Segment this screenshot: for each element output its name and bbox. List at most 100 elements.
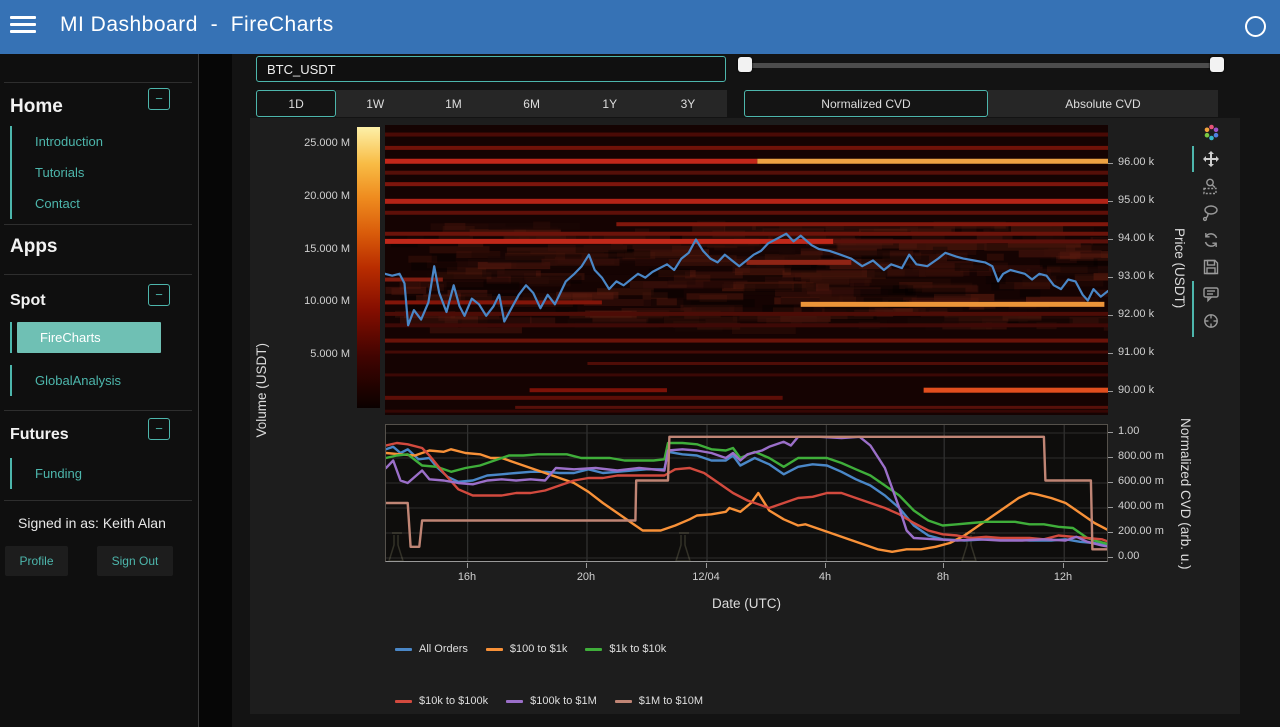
home-collapse-button[interactable]: − (148, 88, 170, 110)
sidebar-item-introduction[interactable]: Introduction (12, 126, 182, 157)
range-slider-handle-right[interactable] (1210, 57, 1224, 72)
legend-label: All Orders (419, 643, 468, 655)
legend-item[interactable]: $10k to $100k (395, 695, 488, 707)
legend-dash-icon (506, 700, 523, 703)
date-tick-label: 8h (921, 571, 965, 583)
price-tick-label: 96.00 k (1118, 156, 1154, 168)
cvd-tick-mark (1108, 507, 1113, 508)
signed-in-text: Signed in as: Keith Alan (18, 515, 166, 531)
timeframe-1m-button[interactable]: 1M (414, 90, 492, 117)
range-slider-handle-left[interactable] (738, 57, 752, 72)
main-content: 1D 1W 1M 6M 1Y 3Y Normalized CVD Absolut… (232, 54, 1280, 727)
loading-circle-icon[interactable] (1245, 16, 1266, 37)
save-icon[interactable] (1201, 257, 1221, 277)
date-tick-mark (1063, 563, 1064, 568)
sidebar-item-firecharts[interactable]: FireCharts (17, 322, 161, 353)
timeframe-3y-button[interactable]: 3Y (649, 90, 727, 117)
sidebar-item-tutorials[interactable]: Tutorials (12, 157, 182, 188)
legend-item[interactable]: $1M to $10M (615, 695, 703, 707)
volume-tick-label: 5.000 M (280, 348, 350, 360)
cvd-mode-button-group: Normalized CVD Absolute CVD (744, 90, 1218, 117)
price-tick-mark (1108, 391, 1113, 392)
profile-button[interactable]: Profile (5, 546, 68, 576)
date-tick-mark (706, 563, 707, 568)
plotly-logo-icon[interactable] (1201, 122, 1221, 142)
normalized-cvd-button[interactable]: Normalized CVD (744, 90, 988, 117)
volume-axis-title: Volume (USDT) (254, 343, 269, 438)
cvd-line-plot[interactable] (385, 424, 1108, 562)
chart-paper: Volume (USDT) Price (USDT) Normalized CV… (250, 118, 1240, 714)
price-tick-label: 92.00 k (1118, 308, 1154, 320)
date-tick-label: 12h (1041, 571, 1085, 583)
futures-collapse-button[interactable]: − (148, 418, 170, 440)
hamburger-menu-icon[interactable] (10, 16, 36, 38)
cvd-tick-label: 200.00 m (1118, 525, 1164, 537)
hover-closest-icon[interactable] (1201, 284, 1221, 304)
app-title: MI Dashboard - FireCharts (60, 13, 334, 37)
date-tick-label: 4h (803, 571, 847, 583)
price-tick-label: 94.00 k (1118, 232, 1154, 244)
spot-collapse-button[interactable]: − (148, 284, 170, 306)
range-slider-track[interactable] (744, 63, 1218, 68)
volume-tick-label: 15.000 M (280, 243, 350, 255)
price-tick-mark (1108, 163, 1113, 164)
price-tick-mark (1108, 315, 1113, 316)
cvd-tick-label: 1.00 (1118, 425, 1139, 437)
volume-tick-label: 25.000 M (280, 137, 350, 149)
pan-icon[interactable] (1201, 149, 1221, 169)
box-zoom-icon[interactable] (1201, 176, 1221, 196)
cvd-tick-mark (1108, 532, 1113, 533)
date-tick-mark (586, 563, 587, 568)
accent-bar (1192, 146, 1194, 172)
price-tick-label: 91.00 k (1118, 346, 1154, 358)
legend-dash-icon (395, 700, 412, 703)
legend-row-2: $10k to $100k $100k to $1M $1M to $10M (395, 695, 703, 707)
divider (4, 410, 192, 411)
sidebar-section-futures: Futures (10, 426, 69, 444)
divider (4, 82, 192, 83)
date-tick-label: 12/04 (684, 571, 728, 583)
date-tick-mark (943, 563, 944, 568)
legend-row-1: All Orders $100 to $1k $1k to $10k (395, 643, 666, 655)
date-tick-mark (467, 563, 468, 568)
cvd-tick-mark (1108, 557, 1113, 558)
date-tick-mark (825, 563, 826, 568)
legend-item[interactable]: $100k to $1M (506, 695, 597, 707)
timeframe-button-group: 1D 1W 1M 6M 1Y 3Y (256, 90, 727, 117)
absolute-cvd-button[interactable]: Absolute CVD (988, 90, 1218, 117)
app-root: MI Dashboard - FireCharts Home − Introdu… (0, 0, 1280, 727)
price-axis-title: Price (USDT) (1172, 228, 1187, 308)
sign-out-button[interactable]: Sign Out (97, 546, 173, 576)
timeframe-6m-button[interactable]: 6M (493, 90, 571, 117)
date-axis-title: Date (UTC) (385, 596, 1108, 611)
price-tick-mark (1108, 353, 1113, 354)
volume-heatmap-plot[interactable] (385, 125, 1108, 415)
legend-dash-icon (395, 648, 412, 651)
date-tick-label: 16h (445, 571, 489, 583)
sidebar-item-globalanalysis[interactable]: GlobalAnalysis (12, 365, 182, 396)
timeframe-1d-button[interactable]: 1D (256, 90, 336, 117)
legend-dash-icon (615, 700, 632, 703)
legend-dash-icon (585, 648, 602, 651)
legend-label: $100 to $1k (510, 643, 568, 655)
timeframe-1y-button[interactable]: 1Y (571, 90, 649, 117)
sidebar-item-contact[interactable]: Contact (12, 188, 182, 219)
legend-item[interactable]: All Orders (395, 643, 468, 655)
spikelines-icon[interactable] (1201, 311, 1221, 331)
autoscale-icon[interactable] (1201, 230, 1221, 250)
legend-label: $1k to $10k (609, 643, 666, 655)
sidebar-item-funding[interactable]: Funding (12, 458, 182, 489)
symbol-input[interactable] (256, 56, 726, 82)
lasso-select-icon[interactable] (1201, 203, 1221, 223)
accent-bar (10, 322, 12, 353)
legend-item[interactable]: $100 to $1k (486, 643, 568, 655)
price-tick-label: 93.00 k (1118, 270, 1154, 282)
price-tick-label: 90.00 k (1118, 384, 1154, 396)
sidebar-section-home: Home (10, 96, 63, 118)
cvd-tick-label: 800.00 m (1118, 450, 1164, 462)
cvd-tick-mark (1108, 482, 1113, 483)
header-bar: MI Dashboard - FireCharts (0, 0, 1280, 54)
legend-item[interactable]: $1k to $10k (585, 643, 666, 655)
timeframe-1w-button[interactable]: 1W (336, 90, 414, 117)
plot-modebar (1195, 122, 1227, 331)
